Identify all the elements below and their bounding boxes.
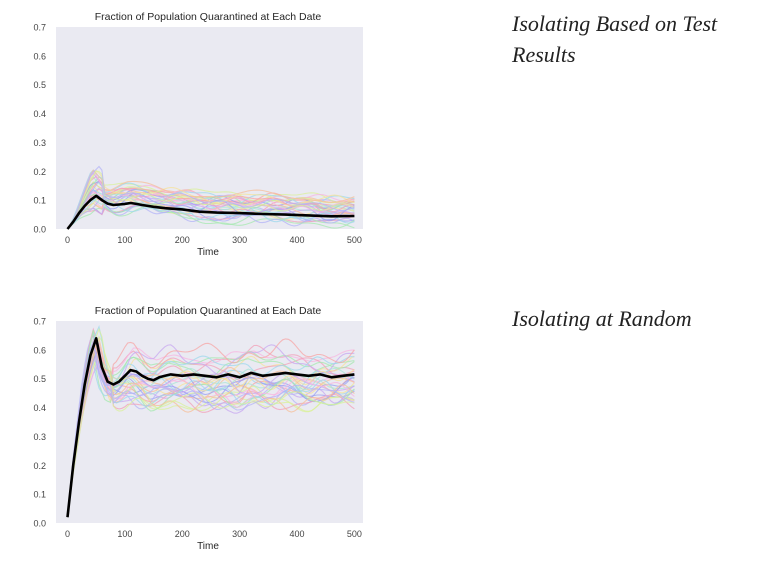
y-tick-label: 0.6: [33, 51, 46, 61]
run-line: [66, 335, 355, 518]
run-line: [67, 182, 355, 230]
run-line: [67, 176, 355, 230]
y-tick-label: 0.5: [33, 80, 46, 90]
run-line: [67, 203, 355, 230]
y-tick-label: 0.1: [33, 196, 46, 206]
y-tick-label: 0.0: [33, 519, 46, 529]
run-line: [67, 165, 355, 230]
x-tick-label: 0: [65, 529, 70, 539]
chart-title: Fraction of Population Quarantined at Ea…: [95, 11, 322, 23]
y-tick-label: 0.3: [33, 432, 46, 442]
x-tick-label: 200: [175, 235, 190, 245]
run-line: [66, 342, 355, 518]
run-line: [67, 169, 355, 230]
run-line: [66, 324, 355, 518]
x-tick-label: 0: [65, 235, 70, 245]
x-tick-label: 100: [117, 235, 132, 245]
run-line: [67, 170, 355, 230]
x-axis-ticks: 0 100 200 300 400 500: [65, 529, 362, 539]
run-line: [66, 333, 355, 518]
chart-title: Fraction of Population Quarantined at Ea…: [95, 305, 322, 317]
y-tick-label: 0.3: [33, 138, 46, 148]
y-tick-label: 0.0: [33, 225, 46, 235]
y-tick-label: 0.7: [33, 23, 46, 33]
plot-area: [56, 321, 363, 523]
chart-random: Fraction of Population Quarantined at Ea…: [33, 305, 363, 552]
run-line: [66, 327, 355, 518]
x-tick-label: 500: [347, 529, 362, 539]
x-tick-label: 200: [175, 529, 190, 539]
run-line: [66, 329, 355, 518]
x-axis-label: Time: [197, 247, 219, 258]
run-line: [66, 338, 355, 518]
mean-line: [66, 194, 355, 230]
run-line: [66, 327, 355, 518]
y-tick-label: 0.6: [33, 345, 46, 355]
x-tick-label: 500: [347, 235, 362, 245]
x-axis-ticks: 0 100 200 300 400 500: [65, 235, 362, 245]
mean-line: [66, 336, 355, 518]
run-line: [66, 347, 355, 518]
y-tick-label: 0.1: [33, 490, 46, 500]
run-line: [67, 172, 355, 230]
x-tick-label: 400: [289, 529, 304, 539]
y-axis-ticks: 0.0 0.1 0.2 0.3 0.4 0.5 0.6 0.7: [33, 317, 46, 529]
x-axis-label: Time: [197, 541, 219, 552]
y-tick-label: 0.5: [33, 374, 46, 384]
run-line: [66, 333, 355, 518]
run-line: [66, 339, 355, 518]
run-line: [66, 341, 355, 518]
run-line: [67, 205, 355, 230]
caption-test-results: Isolating Based on Test Results: [512, 11, 718, 67]
x-tick-label: 300: [232, 529, 247, 539]
y-tick-label: 0.2: [33, 461, 46, 471]
x-tick-label: 400: [289, 235, 304, 245]
y-tick-label: 0.7: [33, 317, 46, 327]
y-axis-ticks: 0.0 0.1 0.2 0.3 0.4 0.5 0.6 0.7: [33, 23, 46, 235]
x-tick-label: 100: [117, 529, 132, 539]
run-line: [66, 331, 355, 518]
y-tick-label: 0.2: [33, 167, 46, 177]
x-tick-label: 300: [232, 235, 247, 245]
caption-random: Isolating at Random: [512, 306, 692, 331]
y-tick-label: 0.4: [33, 109, 46, 119]
chart-test-results: Fraction of Population Quarantined at Ea…: [33, 11, 363, 258]
y-tick-label: 0.4: [33, 403, 46, 413]
run-line: [67, 180, 355, 230]
